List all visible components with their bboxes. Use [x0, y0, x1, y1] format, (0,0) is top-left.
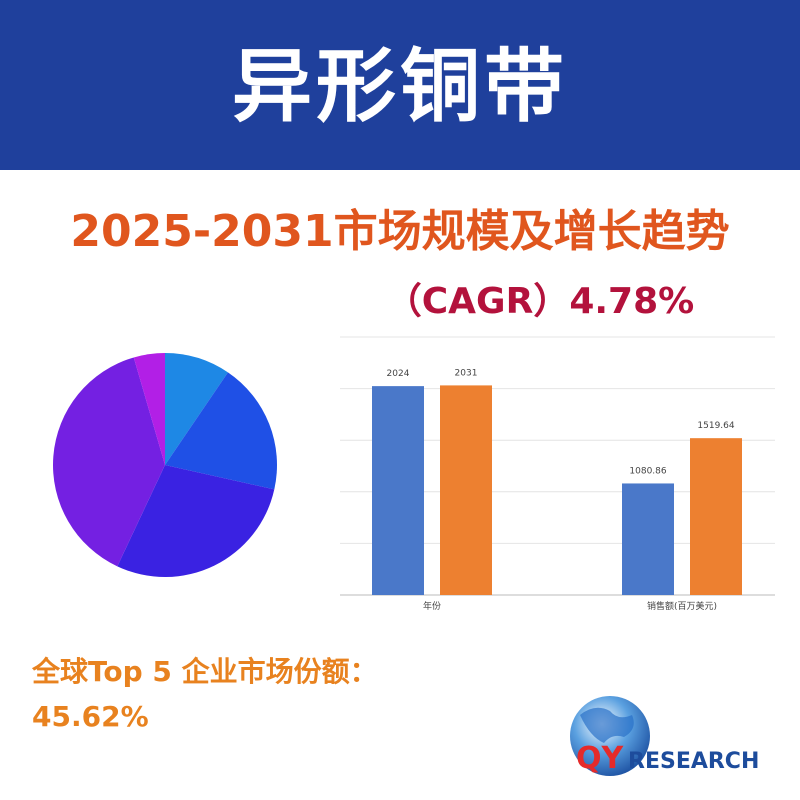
- subtitle: 2025-2031市场规模及增长趋势: [70, 206, 730, 257]
- data-label: 2024: [387, 369, 410, 379]
- logo-mark: QY: [576, 741, 625, 776]
- bar: [372, 386, 424, 595]
- title: 异形铜带: [232, 40, 568, 133]
- logo-map: [580, 707, 634, 743]
- pie-slice: [165, 353, 228, 465]
- bar: [622, 483, 674, 595]
- data-label: 1080.86: [629, 466, 666, 476]
- pie-slice: [117, 465, 275, 577]
- x-tick-label: 销售额(百万美元): [647, 600, 717, 612]
- banner: [0, 0, 800, 170]
- data-label: 1519.64: [697, 421, 734, 431]
- pie-slice: [53, 357, 165, 567]
- data-label: 2031: [455, 368, 478, 378]
- bar: [690, 438, 742, 595]
- pie-slice: [165, 372, 277, 490]
- logo-text: RESEARCH: [628, 749, 759, 774]
- share-value: 45.62%: [32, 700, 149, 733]
- share-label: 全球Top 5 企业市场份额：: [32, 655, 378, 688]
- cagr: （CAGR）4.78%: [385, 281, 695, 322]
- x-tick-label: 年份: [423, 600, 441, 612]
- pie-slice: [133, 353, 165, 465]
- bar: [440, 385, 492, 595]
